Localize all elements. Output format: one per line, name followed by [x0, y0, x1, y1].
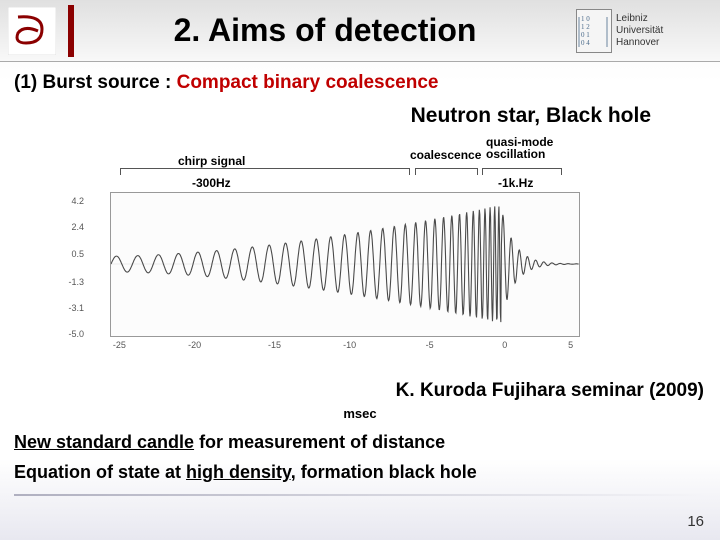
label-freq-high: -1k.Hz — [498, 176, 533, 190]
svg-text:1 0: 1 0 — [581, 15, 590, 23]
page-title: 2. Aims of detection — [74, 12, 576, 49]
waveform-plot — [110, 192, 580, 337]
citation: K. Kuroda Fujihara seminar (2009) — [396, 380, 704, 402]
label-freq-low: -300Hz — [192, 176, 231, 190]
label-quasi: quasi-mode oscillation — [486, 136, 553, 160]
bracket-chirp — [120, 168, 410, 174]
bracket-quasi — [482, 168, 562, 174]
svg-text:0 1: 0 1 — [581, 31, 590, 39]
x-axis-label: msec — [343, 406, 376, 421]
subtitle: (1) Burst source : Compact binary coales… — [14, 72, 706, 94]
body-line-2: Equation of state at high density, forma… — [14, 462, 477, 483]
subheading: Neutron star, Black hole — [14, 104, 706, 128]
page-number: 16 — [687, 513, 704, 530]
logo-right-digits: 1 0 1 2 0 1 0 4 — [576, 9, 612, 53]
svg-text:1 2: 1 2 — [581, 23, 590, 31]
waveform-chart: chirp signal coalescence quasi-mode osci… — [80, 134, 640, 364]
label-coalescence: coalescence — [410, 148, 481, 162]
logo-right: 1 0 1 2 0 1 0 4 Leibniz Universität Hann… — [576, 4, 716, 58]
svg-text:0 4: 0 4 — [581, 39, 590, 47]
label-chirp: chirp signal — [178, 154, 245, 168]
body-line-1: New standard candle for measurement of d… — [14, 432, 445, 453]
bracket-coalescence — [415, 168, 478, 174]
logo-right-text: Leibniz Universität Hannover — [616, 13, 663, 49]
logo-left — [2, 4, 62, 58]
footer-divider — [14, 494, 706, 496]
